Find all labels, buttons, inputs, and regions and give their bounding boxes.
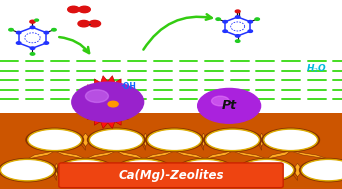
Ellipse shape [147,129,201,151]
Ellipse shape [240,159,294,181]
Polygon shape [200,140,203,150]
Ellipse shape [56,158,115,182]
Circle shape [9,29,13,31]
Ellipse shape [145,128,204,152]
Polygon shape [116,151,144,159]
Polygon shape [169,163,180,177]
Circle shape [16,31,21,34]
Circle shape [30,26,35,29]
Circle shape [89,20,101,27]
Ellipse shape [301,159,342,181]
Circle shape [30,53,35,55]
Circle shape [223,21,227,23]
Polygon shape [267,151,291,159]
Ellipse shape [206,129,260,151]
Ellipse shape [87,128,146,152]
Polygon shape [144,151,174,159]
Polygon shape [55,151,86,159]
Polygon shape [231,170,236,180]
Ellipse shape [237,158,296,182]
Ellipse shape [25,128,84,152]
Circle shape [35,19,39,21]
Circle shape [235,40,240,42]
Polygon shape [142,133,149,147]
Polygon shape [292,163,303,177]
Ellipse shape [203,128,262,152]
Circle shape [68,6,79,13]
Polygon shape [80,133,91,147]
Circle shape [108,101,118,107]
Circle shape [255,18,260,20]
Ellipse shape [28,129,82,151]
Circle shape [235,35,240,37]
Polygon shape [291,151,328,159]
Circle shape [248,30,252,33]
Text: H$_2$O: H$_2$O [306,63,327,75]
Ellipse shape [0,159,54,181]
Polygon shape [174,151,205,159]
Polygon shape [111,163,118,177]
Circle shape [78,20,90,27]
Ellipse shape [299,158,342,182]
Circle shape [211,96,229,106]
Circle shape [198,88,261,123]
Ellipse shape [0,158,57,182]
Circle shape [72,82,144,122]
Circle shape [16,42,21,44]
Text: ·OH: ·OH [120,82,136,91]
Circle shape [86,90,108,102]
Circle shape [52,29,56,31]
Text: Ca(Mg)-Zeolites: Ca(Mg)-Zeolites [118,169,224,182]
Polygon shape [111,170,115,180]
Polygon shape [200,133,207,147]
Text: Pt: Pt [222,99,237,112]
FancyBboxPatch shape [59,163,283,188]
Polygon shape [231,163,241,177]
Circle shape [248,21,252,23]
Ellipse shape [89,129,143,151]
Circle shape [235,16,240,18]
Ellipse shape [178,159,232,181]
Circle shape [44,42,49,44]
Polygon shape [0,113,342,189]
Ellipse shape [176,158,235,182]
Ellipse shape [261,128,320,152]
Polygon shape [142,140,145,150]
Circle shape [79,6,90,13]
Circle shape [30,47,35,50]
Ellipse shape [117,159,171,181]
Polygon shape [292,170,298,180]
Polygon shape [80,140,86,150]
Polygon shape [258,133,265,147]
Polygon shape [258,140,262,150]
Circle shape [30,20,35,23]
Polygon shape [86,151,116,159]
Ellipse shape [58,159,113,181]
Polygon shape [81,76,134,129]
Polygon shape [233,151,267,159]
Ellipse shape [114,158,173,182]
Polygon shape [27,151,55,159]
Polygon shape [205,151,233,159]
Polygon shape [169,170,174,180]
Ellipse shape [264,129,318,151]
Circle shape [223,30,227,33]
Polygon shape [53,170,56,180]
Circle shape [216,18,220,20]
Circle shape [235,10,240,13]
Polygon shape [53,163,60,177]
Circle shape [44,31,49,34]
